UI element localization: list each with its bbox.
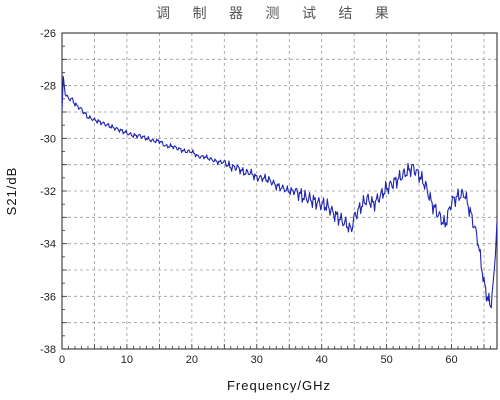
y-tick-label: -36 [40, 291, 56, 303]
x-tick-label: 40 [316, 354, 328, 366]
x-tick-label: 50 [381, 354, 393, 366]
x-tick-label: 60 [445, 354, 457, 366]
series-line [61, 75, 498, 309]
tick-layer: 0 10 20 30 40 50 60 -26 -28 -30 -32 -34 -36 -38 [40, 28, 491, 366]
x-tick-label: 30 [251, 354, 263, 366]
y-tick-label: -26 [40, 28, 56, 40]
x-tick-label: 10 [121, 354, 133, 366]
y-tick-label: -38 [40, 344, 56, 356]
x-axis-label: Frequency/GHz [227, 378, 331, 393]
chart-title: 调 制 器 测 试 结 果 [156, 6, 398, 22]
grid-layer [62, 33, 497, 349]
y-tick-label: -28 [40, 81, 56, 93]
y-tick-label: -32 [40, 186, 56, 198]
y-tick-label: -30 [40, 133, 56, 145]
x-tick-label: 0 [59, 354, 65, 366]
x-tick-label: 20 [186, 354, 198, 366]
y-tick-label: -34 [40, 239, 56, 251]
series-layer [61, 75, 498, 309]
y-axis-label: S21/dB [4, 167, 19, 216]
